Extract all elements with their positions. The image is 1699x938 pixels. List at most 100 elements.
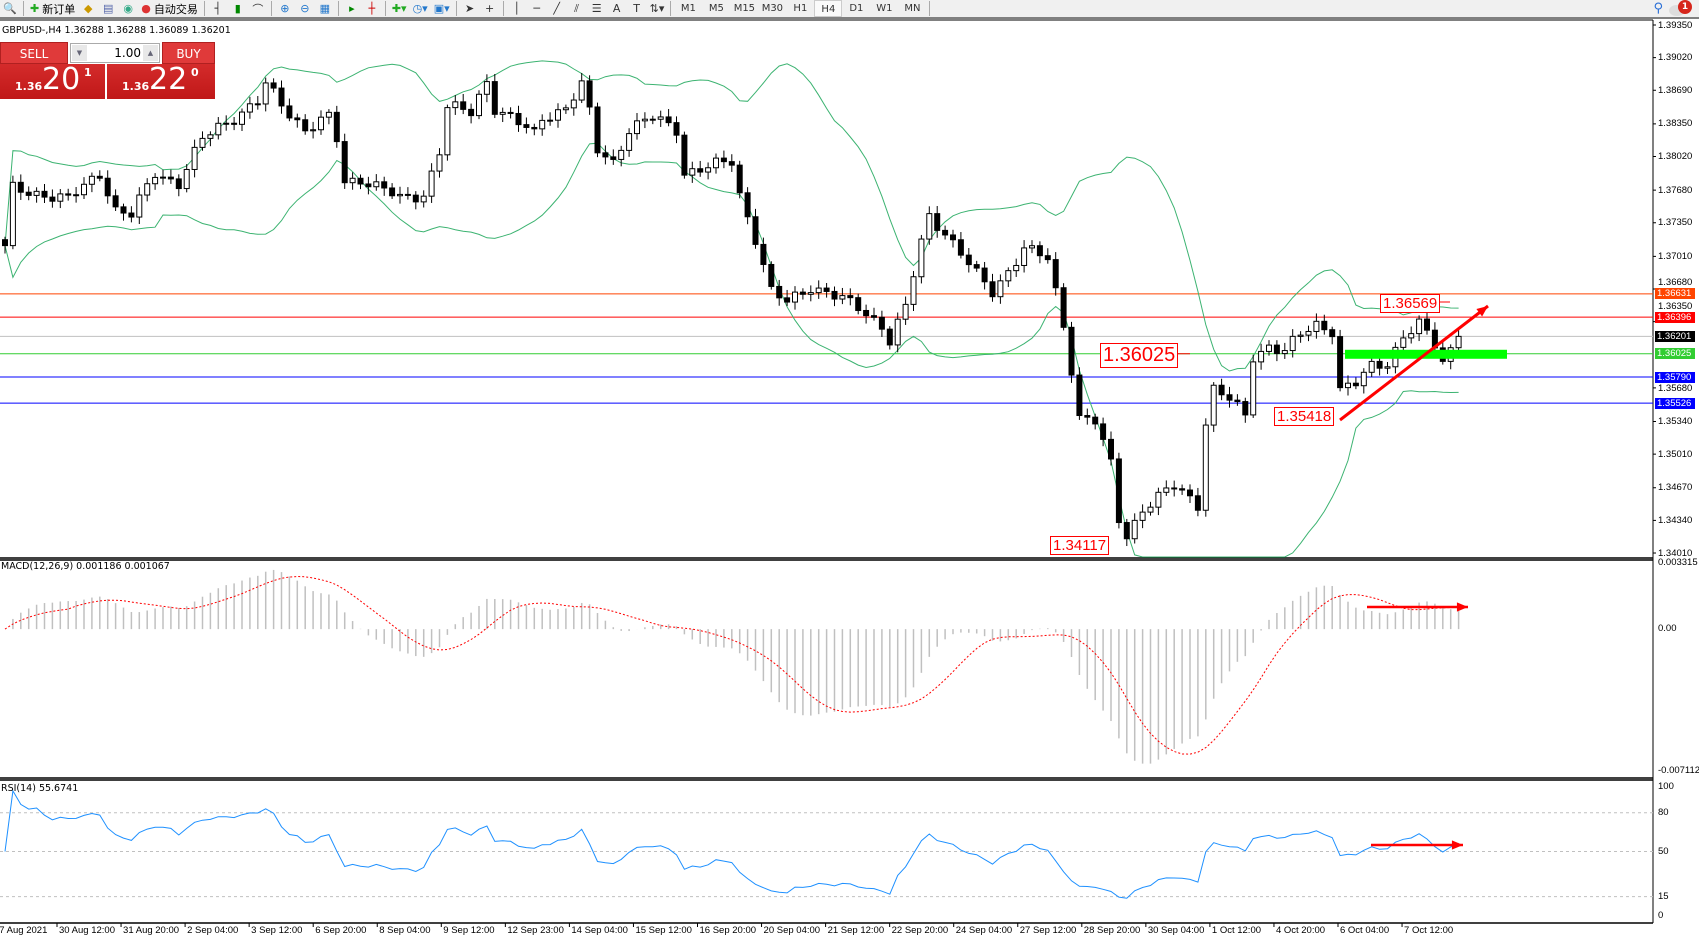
bullish-candle[interactable]: [215, 122, 222, 136]
bearish-candle[interactable]: [404, 193, 411, 196]
text-icon[interactable]: A: [612, 2, 621, 15]
bearish-candle[interactable]: [720, 157, 727, 163]
bullish-candle[interactable]: [436, 154, 443, 172]
bearish-candle[interactable]: [1226, 394, 1233, 401]
bearish-candle[interactable]: [278, 87, 285, 107]
bearish-candle[interactable]: [515, 112, 522, 126]
bearish-candle[interactable]: [1424, 318, 1430, 331]
bearish-candle[interactable]: [2, 239, 8, 247]
bullish-candle[interactable]: [476, 93, 482, 117]
bearish-candle[interactable]: [831, 290, 838, 300]
timeframe-m5[interactable]: M5: [708, 3, 724, 14]
bearish-candle[interactable]: [120, 206, 127, 214]
bearish-candle[interactable]: [586, 80, 593, 108]
bearish-candle[interactable]: [1273, 344, 1280, 355]
bullish-candle[interactable]: [1368, 360, 1375, 373]
bullish-candle[interactable]: [428, 170, 435, 197]
cursor-icon[interactable]: ➤: [465, 2, 475, 15]
bullish-candle[interactable]: [81, 183, 87, 196]
bearish-candle[interactable]: [1036, 245, 1043, 257]
bearish-candle[interactable]: [507, 111, 514, 114]
bullish-candle[interactable]: [73, 194, 80, 197]
bearish-candle[interactable]: [847, 295, 854, 299]
bullish-candle[interactable]: [452, 101, 459, 109]
bullish-candle[interactable]: [136, 194, 143, 218]
bullish-candle[interactable]: [641, 118, 648, 122]
bullish-candle[interactable]: [262, 82, 269, 105]
indicators-icon[interactable]: ✚▾: [391, 2, 407, 15]
vertical-line-icon[interactable]: │: [513, 2, 520, 15]
bearish-candle[interactable]: [49, 196, 56, 202]
bearish-candle[interactable]: [96, 175, 103, 179]
bearish-candle[interactable]: [989, 281, 996, 298]
zoom-in-icon[interactable]: ⊕: [280, 2, 290, 15]
bearish-candle[interactable]: [357, 177, 364, 185]
bullish-candle[interactable]: [792, 291, 798, 303]
buy-price-button[interactable]: 1.36 22 0: [107, 62, 215, 99]
sell-button[interactable]: SELL: [0, 42, 68, 64]
bullish-candle[interactable]: [807, 292, 814, 295]
lot-increase-button[interactable]: ▲: [143, 45, 158, 61]
bearish-candle[interactable]: [65, 193, 72, 196]
bullish-candle[interactable]: [1297, 334, 1304, 337]
bullish-candle[interactable]: [1210, 384, 1217, 426]
periods-icon[interactable]: ◷▾: [412, 2, 428, 15]
lot-decrease-button[interactable]: ▼: [72, 45, 87, 61]
bullish-candle[interactable]: [562, 107, 569, 111]
timeframe-d1[interactable]: D1: [849, 3, 864, 14]
bearish-candle[interactable]: [981, 267, 988, 283]
bearish-candle[interactable]: [744, 192, 751, 218]
bullish-candle[interactable]: [199, 137, 206, 148]
bearish-candle[interactable]: [1092, 416, 1099, 425]
bearish-candle[interactable]: [302, 119, 309, 132]
bullish-candle[interactable]: [910, 276, 917, 305]
bullish-candle[interactable]: [239, 111, 245, 125]
bullish-candle[interactable]: [483, 81, 490, 95]
bullish-candle[interactable]: [1345, 382, 1351, 389]
bearish-candle[interactable]: [784, 297, 791, 303]
bearish-candle[interactable]: [1171, 487, 1178, 490]
bearish-candle[interactable]: [776, 285, 783, 299]
swing-low-price-label[interactable]: 1.35418: [1274, 407, 1335, 426]
bullish-candle[interactable]: [160, 176, 166, 179]
bullish-candle[interactable]: [902, 303, 909, 320]
bullish-candle[interactable]: [1281, 350, 1288, 355]
bullish-candle[interactable]: [397, 193, 403, 197]
bearish-candle[interactable]: [175, 178, 182, 190]
search-icon[interactable]: 🔍: [3, 2, 17, 15]
bullish-candle[interactable]: [539, 119, 546, 130]
bullish-candle[interactable]: [1163, 487, 1170, 493]
bullish-candle[interactable]: [1202, 424, 1209, 511]
bullish-candle[interactable]: [207, 134, 214, 139]
bullish-candle[interactable]: [1250, 361, 1257, 416]
bullish-candle[interactable]: [1131, 519, 1138, 540]
bearish-candle[interactable]: [665, 116, 672, 124]
bearish-candle[interactable]: [878, 316, 885, 330]
bearish-candle[interactable]: [468, 108, 475, 117]
bearish-candle[interactable]: [649, 118, 656, 121]
bullish-candle[interactable]: [1408, 333, 1415, 339]
notifications-button[interactable]: 1: [1669, 0, 1693, 18]
bearish-candle[interactable]: [594, 106, 601, 154]
bullish-candle[interactable]: [88, 175, 95, 185]
bearish-candle[interactable]: [41, 190, 48, 198]
bullish-candle[interactable]: [57, 193, 64, 202]
bullish-candle[interactable]: [246, 103, 253, 113]
bearish-candle[interactable]: [871, 315, 877, 318]
bearish-candle[interactable]: [1084, 415, 1091, 418]
bullish-candle[interactable]: [689, 168, 696, 176]
bearish-candle[interactable]: [736, 164, 743, 194]
bullish-candle[interactable]: [373, 181, 380, 188]
bearish-candle[interactable]: [855, 297, 862, 311]
bearish-candle[interactable]: [1179, 488, 1186, 491]
bullish-candle[interactable]: [152, 176, 159, 185]
text-label-icon[interactable]: T: [633, 2, 640, 15]
bullish-candle[interactable]: [894, 318, 901, 346]
bearish-candle[interactable]: [1123, 522, 1130, 540]
bearish-candle[interactable]: [973, 264, 980, 269]
crosshair-icon[interactable]: +: [485, 2, 495, 15]
bearish-candle[interactable]: [1218, 384, 1225, 396]
bullish-candle[interactable]: [1305, 330, 1312, 336]
low-price-label[interactable]: 1.34117: [1050, 536, 1110, 555]
